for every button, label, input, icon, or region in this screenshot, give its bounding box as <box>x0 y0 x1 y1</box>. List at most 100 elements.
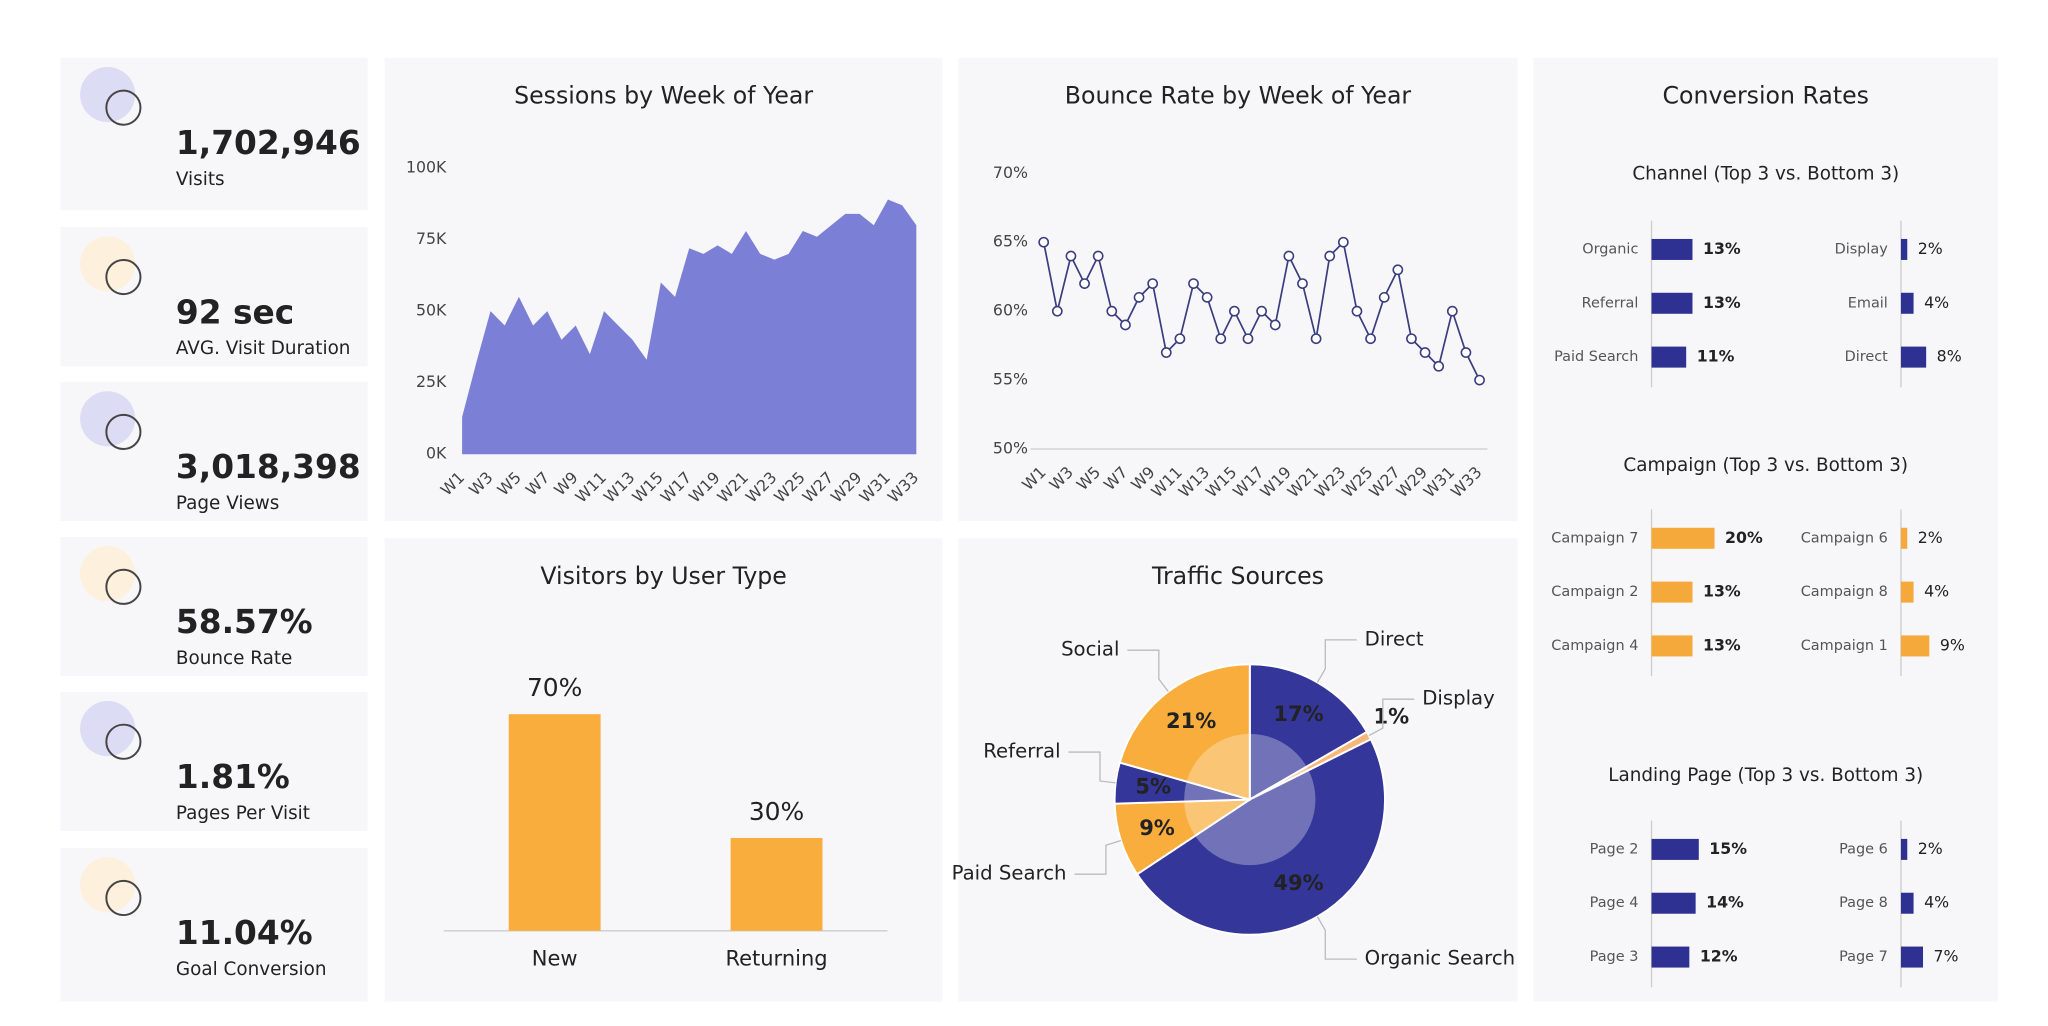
y-tick-label: 55% <box>993 370 1028 389</box>
point <box>1133 291 1145 303</box>
panel <box>958 57 1518 522</box>
y-tick-label: 50K <box>416 301 447 320</box>
pie-highlight <box>1184 733 1316 866</box>
data-label: 15% <box>1709 839 1747 858</box>
y-tick-label: 50% <box>993 439 1028 458</box>
data-label: 2% <box>1918 839 1943 858</box>
kpi-icon-bg <box>80 391 136 447</box>
category-label: Page 2 <box>1590 841 1639 857</box>
bar <box>1900 635 1930 657</box>
x-tick-label: New <box>532 947 578 971</box>
kpi-value: 3,018,398 <box>176 448 361 486</box>
data-label: 30% <box>749 797 804 826</box>
bar <box>1651 892 1696 914</box>
bar <box>1900 946 1924 968</box>
bar <box>1900 527 1908 549</box>
kpi-label: Page Views <box>176 493 279 514</box>
bar <box>1651 527 1715 549</box>
category-label: Email <box>1848 295 1888 311</box>
data-label: 11% <box>1697 347 1735 366</box>
data-label: 17% <box>1273 702 1323 726</box>
point <box>1433 360 1445 372</box>
data-label: 13% <box>1703 635 1741 654</box>
point <box>1079 278 1090 289</box>
point <box>1419 347 1431 358</box>
y-tick-label: 70% <box>993 163 1028 182</box>
data-label: 9% <box>1139 816 1175 840</box>
kpi-label: Goal Conversion <box>176 959 327 980</box>
chart-title: Conversion Rates <box>1663 82 1869 110</box>
point <box>1120 319 1131 331</box>
point <box>1174 333 1186 345</box>
point <box>1406 333 1417 345</box>
kpi-icon-bg <box>80 857 136 913</box>
kpi-label: Visits <box>176 169 225 190</box>
legend-label: Organic Search <box>1365 947 1515 970</box>
category-label: Referral <box>1582 295 1639 311</box>
panel <box>384 538 943 1002</box>
point <box>1188 278 1199 289</box>
data-label: 20% <box>1725 528 1763 547</box>
kpi-icon <box>105 568 142 605</box>
category-label: Campaign 2 <box>1551 584 1638 600</box>
point <box>1378 291 1390 303</box>
bar <box>1900 292 1914 314</box>
category-label: Page 7 <box>1839 949 1888 965</box>
data-label: 8% <box>1937 347 1962 366</box>
legend-label: Paid Search <box>952 862 1067 885</box>
point <box>1160 347 1172 358</box>
data-label: 13% <box>1703 239 1741 258</box>
point <box>1474 374 1485 386</box>
point <box>1283 250 1295 262</box>
panel <box>1533 57 1999 1002</box>
bar <box>1900 892 1914 914</box>
bar <box>1900 238 1908 260</box>
bar <box>1651 292 1693 314</box>
point <box>1215 333 1227 345</box>
point <box>1201 291 1213 303</box>
pie-slice <box>1118 663 1251 801</box>
point <box>1038 236 1050 248</box>
subtitle: Channel (Top 3 vs. Bottom 3) <box>1632 164 1899 185</box>
point <box>1337 236 1349 248</box>
y-tick-label: 0K <box>426 444 447 463</box>
bar <box>1900 346 1927 368</box>
bar <box>1651 238 1693 260</box>
leader-line <box>1127 649 1169 693</box>
data-label: 21% <box>1166 709 1216 733</box>
legend-label: Display <box>1422 687 1495 710</box>
bar <box>1651 635 1693 657</box>
category-label: Direct <box>1845 349 1889 365</box>
point <box>1147 278 1159 289</box>
category-label: Campaign 6 <box>1801 530 1888 546</box>
category-label: Campaign 1 <box>1801 638 1888 654</box>
subtitle: Campaign (Top 3 vs. Bottom 3) <box>1623 455 1908 476</box>
kpi-value: 11.04% <box>176 914 313 952</box>
bar <box>1651 346 1687 368</box>
kpi-value: 92 sec <box>176 293 294 331</box>
data-label: 9% <box>1940 635 1965 654</box>
chart-title: Visitors by User Type <box>540 562 786 590</box>
data-label: 49% <box>1273 871 1323 895</box>
data-label: 7% <box>1934 947 1959 966</box>
data-label: 1% <box>1373 704 1409 728</box>
point <box>1351 305 1363 317</box>
data-label: 5% <box>1135 775 1171 799</box>
kpi-value: 58.57% <box>176 603 313 641</box>
chart-title: Traffic Sources <box>1151 562 1324 590</box>
legend-label: Direct <box>1365 627 1424 650</box>
kpi-value: 1,702,946 <box>176 124 361 162</box>
data-label: 4% <box>1924 582 1949 601</box>
kpi-icon-bg <box>80 236 136 292</box>
leader-line <box>1316 916 1357 960</box>
category-label: Campaign 7 <box>1551 530 1638 546</box>
subtitle: Landing Page (Top 3 vs. Bottom 3) <box>1608 765 1923 786</box>
legend-label: Social <box>1061 638 1119 661</box>
kpi-label: Pages Per Visit <box>176 803 310 824</box>
data-label: 13% <box>1703 582 1741 601</box>
bar <box>1900 581 1914 603</box>
point <box>1065 250 1077 262</box>
point <box>1310 333 1322 345</box>
pie-slice <box>1248 663 1369 802</box>
